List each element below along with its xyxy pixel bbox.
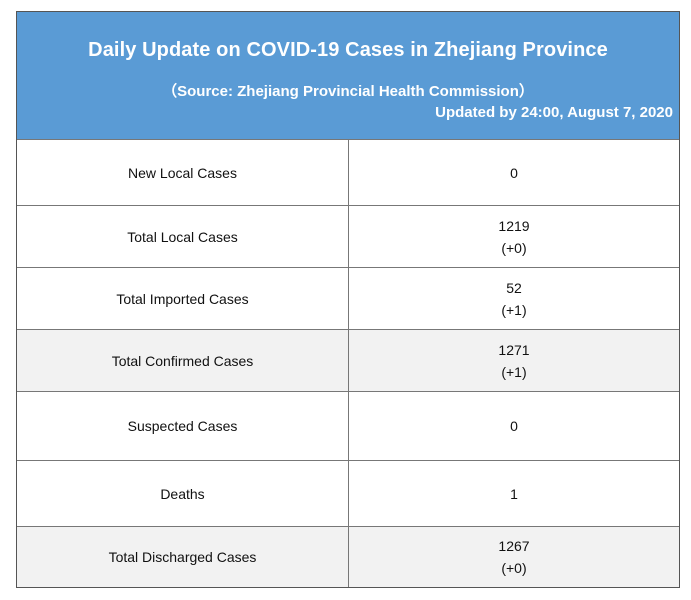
row-label: Total Confirmed Cases xyxy=(17,330,349,391)
row-value-cell: 1219 (+0) xyxy=(349,206,679,267)
row-value: 1 xyxy=(510,485,518,502)
row-label: Suspected Cases xyxy=(17,392,349,460)
update-timestamp: Updated by 24:00, August 7, 2020 xyxy=(435,104,673,121)
table-row-new-local: New Local Cases 0 xyxy=(17,139,679,205)
row-change: (+1) xyxy=(501,363,527,380)
row-value-cell: 52 (+1) xyxy=(349,268,679,329)
table-row-total-discharged: Total Discharged Cases 1267 (+0) xyxy=(17,526,679,587)
table-row-total-local: Total Local Cases 1219 (+0) xyxy=(17,205,679,267)
table-row-total-confirmed: Total Confirmed Cases 1271 (+1) xyxy=(17,329,679,391)
row-value-cell: 0 xyxy=(349,140,679,205)
row-change: (+0) xyxy=(501,560,527,576)
table-header: Daily Update on COVID-19 Cases in Zhejia… xyxy=(17,12,679,139)
row-value: 0 xyxy=(510,418,518,434)
row-value-cell: 1 xyxy=(349,461,679,526)
row-change: (+1) xyxy=(501,301,527,318)
row-label: Deaths xyxy=(17,461,349,526)
page-title: Daily Update on COVID-19 Cases in Zhejia… xyxy=(88,39,608,61)
row-label: Total Discharged Cases xyxy=(17,527,349,587)
row-label: New Local Cases xyxy=(17,140,349,205)
table-row-total-imported: Total Imported Cases 52 (+1) xyxy=(17,267,679,329)
source-note: （Source: Zhejiang Provincial Health Comm… xyxy=(162,83,534,100)
row-label: Total Local Cases xyxy=(17,206,349,267)
table-row-suspected: Suspected Cases 0 xyxy=(17,391,679,460)
row-value: 0 xyxy=(510,164,518,181)
row-value: 1271 xyxy=(498,341,530,358)
table-row-deaths: Deaths 1 xyxy=(17,460,679,526)
row-label: Total Imported Cases xyxy=(17,268,349,329)
covid-update-table: Daily Update on COVID-19 Cases in Zhejia… xyxy=(16,11,680,588)
row-value-cell: 1271 (+1) xyxy=(349,330,679,391)
row-value: 52 xyxy=(506,279,522,296)
row-change: (+0) xyxy=(501,239,527,256)
row-value-cell: 0 xyxy=(349,392,679,460)
row-value-cell: 1267 (+0) xyxy=(349,527,679,587)
row-value: 1267 xyxy=(498,538,530,554)
row-value: 1219 xyxy=(498,217,530,234)
